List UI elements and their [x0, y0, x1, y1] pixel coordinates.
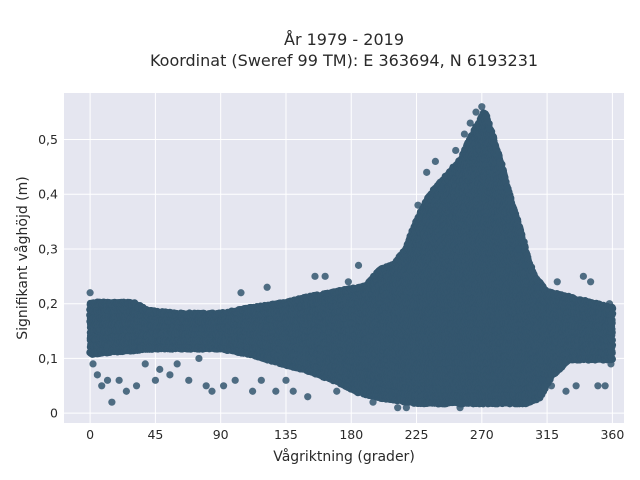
scatter-chart: 0 45 90 135 180 225 270 315 360 00,10,20,30,40,5…	[0, 0, 640, 480]
